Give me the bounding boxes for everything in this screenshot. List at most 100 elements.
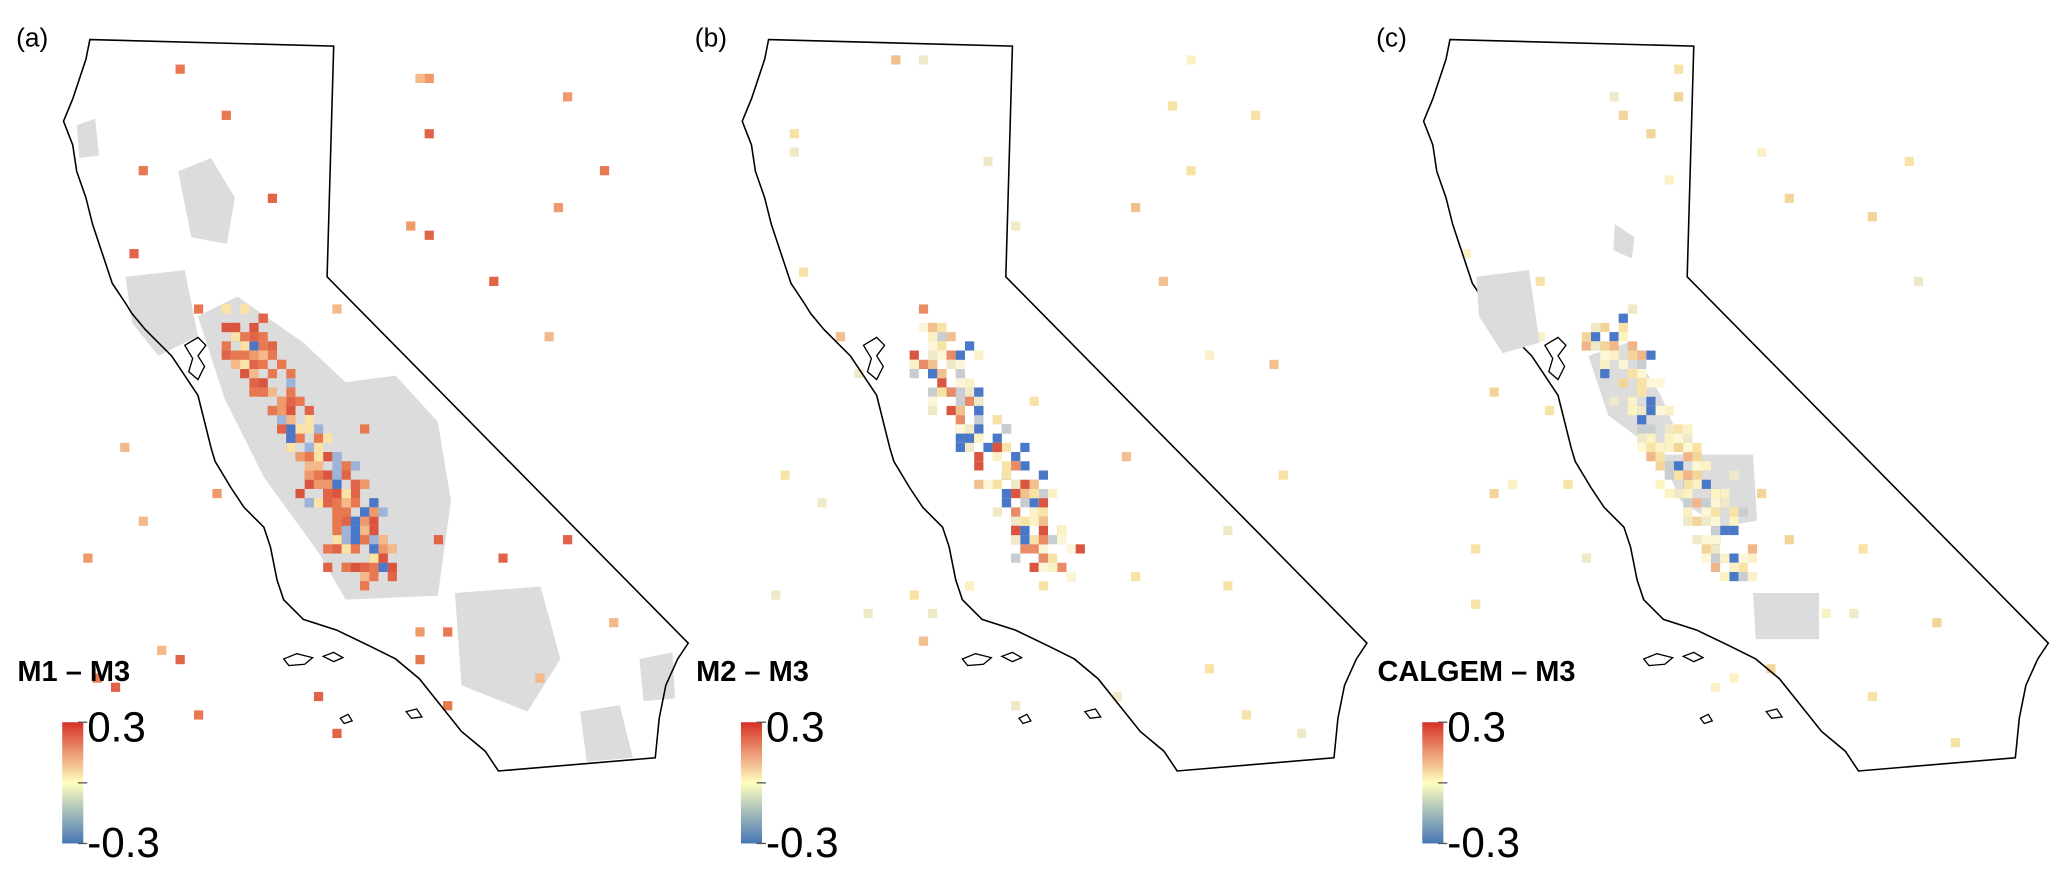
map-cell [1757, 488, 1767, 499]
map-cell [1029, 507, 1039, 517]
map-cell [1038, 553, 1048, 563]
map-cell [1710, 544, 1721, 554]
map-cell [599, 166, 610, 176]
map-cell [341, 498, 351, 508]
map-cell [1729, 553, 1739, 563]
map-cell [1646, 433, 1656, 443]
map-cell [221, 350, 231, 360]
map-cell [341, 516, 351, 526]
bay-outline [183, 336, 207, 381]
map-cell [1720, 553, 1730, 563]
map-cell [221, 110, 231, 120]
map-cell [1637, 415, 1647, 425]
map-cell [1066, 571, 1076, 582]
map-cell [1011, 553, 1021, 563]
map-cell [1720, 571, 1730, 582]
map-cell [350, 479, 361, 489]
map-cell [909, 590, 919, 600]
gray-area [76, 118, 100, 159]
map [62, 38, 690, 772]
map-cell [313, 442, 324, 453]
map-cell [1047, 562, 1058, 572]
map-cell [1692, 498, 1702, 508]
map-cell [240, 304, 250, 314]
map-cell [1020, 498, 1030, 508]
map-cell [974, 424, 984, 434]
island [1083, 708, 1102, 719]
map-cell [369, 544, 379, 554]
map-cell [798, 267, 809, 277]
map-cell [350, 544, 361, 554]
map-cell [1674, 442, 1684, 453]
map-cell [415, 627, 425, 637]
map-cell [1674, 92, 1684, 102]
map-cell [1674, 488, 1684, 499]
map-cell [369, 516, 379, 526]
map-cell [295, 424, 305, 434]
map-cell [341, 507, 351, 517]
map-cell [341, 470, 351, 480]
map-cell [1618, 313, 1628, 323]
map-cell [157, 645, 167, 656]
map-cell [323, 488, 333, 499]
map-cell [974, 452, 984, 462]
map-cell [277, 405, 287, 416]
map-cell [138, 166, 148, 176]
map-cell [1011, 461, 1021, 471]
map-cell [129, 249, 139, 259]
map-cell [937, 341, 947, 351]
map-cell [1241, 710, 1251, 720]
map-cell [313, 498, 324, 508]
map-cell [1131, 202, 1141, 213]
map-cell [406, 221, 416, 231]
map-cell [974, 433, 984, 443]
map-cell [1020, 488, 1030, 499]
map-cell [1692, 452, 1702, 462]
map-cell [1038, 507, 1048, 517]
map-cell [350, 488, 361, 499]
map-cell [424, 230, 434, 240]
map-cell [955, 424, 965, 434]
map-cell [332, 728, 342, 739]
map-cell [313, 433, 324, 443]
map-cell [341, 562, 351, 572]
map-cell [1701, 516, 1711, 526]
map-cell [1664, 488, 1675, 499]
gray-area [1613, 224, 1635, 259]
map-cell [1655, 378, 1665, 388]
map-cell [240, 332, 250, 342]
map-cell [928, 359, 938, 370]
map-cell [1710, 516, 1721, 526]
map-cell [928, 405, 938, 416]
map-cell [221, 304, 231, 314]
legend: (c) CALGEM – M3 -0.3 0.3 [1376, 22, 1575, 866]
map-cell [1692, 442, 1702, 453]
map-cell [258, 359, 268, 370]
map-cell [974, 405, 984, 416]
map-cell [369, 525, 379, 536]
map-cell [83, 553, 93, 563]
map-cell [295, 488, 305, 499]
map-cell [378, 507, 388, 517]
map-cell [1692, 516, 1702, 526]
map-cell [918, 304, 929, 314]
map-panel [1422, 38, 2050, 772]
map-cell [221, 322, 231, 333]
gray-area [178, 158, 235, 244]
map-cell [854, 369, 864, 379]
map-cell [424, 129, 434, 139]
map-cell [304, 442, 314, 453]
map-cell [974, 387, 984, 397]
map-cell [369, 498, 379, 508]
map-cell [1011, 452, 1021, 462]
map-cell [1563, 479, 1573, 489]
map-cell [909, 369, 919, 379]
map-cell [1020, 479, 1030, 489]
map-cell [1038, 562, 1048, 572]
map-cell [1001, 488, 1012, 499]
map-cell [350, 461, 361, 471]
map-cell [1204, 350, 1215, 360]
map-cell [1029, 562, 1039, 572]
map-cell [332, 525, 342, 536]
map-cell [1204, 664, 1215, 674]
